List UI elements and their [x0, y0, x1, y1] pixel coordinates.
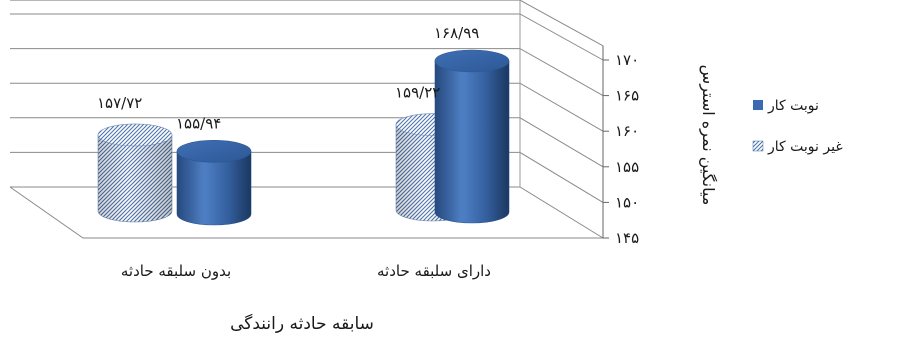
bar-non-shift-work: [97, 123, 173, 223]
category-label-without-accident: بدون سلبقه حادثه: [121, 262, 231, 280]
y-tick-label: ۱۵۵: [615, 158, 639, 176]
value-label-non-shift-work: ۱۵۷/۷۲: [97, 94, 142, 112]
bar-shift-work: [176, 139, 252, 226]
legend-swatch-non-shift-work: [752, 140, 764, 152]
y-tick-label: ۱۶۰: [615, 122, 639, 140]
y-tick-label: ۱۷۰: [615, 51, 639, 69]
cylinder-shading: [435, 60, 509, 224]
legend-swatch-shift-work: [753, 100, 763, 110]
gridline: [10, 13, 604, 61]
cylinder-top: [97, 123, 173, 147]
cylinder-shading: [98, 134, 172, 222]
legend: نوبت کار غیر نوبت کار: [752, 98, 843, 155]
bars-layer: [97, 49, 510, 226]
y-tick-label: ۱۴۵: [615, 229, 639, 247]
cylinder-top: [434, 49, 510, 73]
cylinder-shading: [177, 151, 251, 225]
y-tick-label: ۱۶۵: [615, 87, 639, 105]
gridline: [10, 48, 604, 97]
legend-label-shift-work: نوبت کار: [767, 98, 819, 114]
value-label-shift-work: ۱۵۵/۹۴: [176, 114, 221, 132]
floor-edge: [9, 186, 603, 239]
y-axis-title: میانگین نمره استرس: [698, 65, 718, 206]
value-label-non-shift-work: ۱۵۹/۲۲: [395, 84, 440, 102]
x-axis-title: سابقه حادثه رانندگی: [230, 313, 374, 334]
value-label-shift-work: ۱۶۸/۹۹: [434, 24, 479, 42]
legend-label-non-shift-work: غیر نوبت کار: [767, 139, 843, 155]
cylinder-top: [176, 139, 252, 163]
bar-shift-work: [434, 49, 510, 224]
gridline-top: [10, 0, 604, 47]
y-tick-label: ۱۵۰: [615, 193, 639, 211]
labels-layer: ۱۵۹/۲۲ ۱۶۸/۹۹ ۱۵۷/۷۲ ۱۵۵/۹۴: [97, 24, 479, 132]
chart-frame: ۱۴۵ ۱۵۰ ۱۵۵ ۱۶۰ ۱۶۵ ۱۷۰: [9, 0, 639, 247]
category-label-with-accident: دارای سلبقه حادثه: [377, 262, 491, 280]
